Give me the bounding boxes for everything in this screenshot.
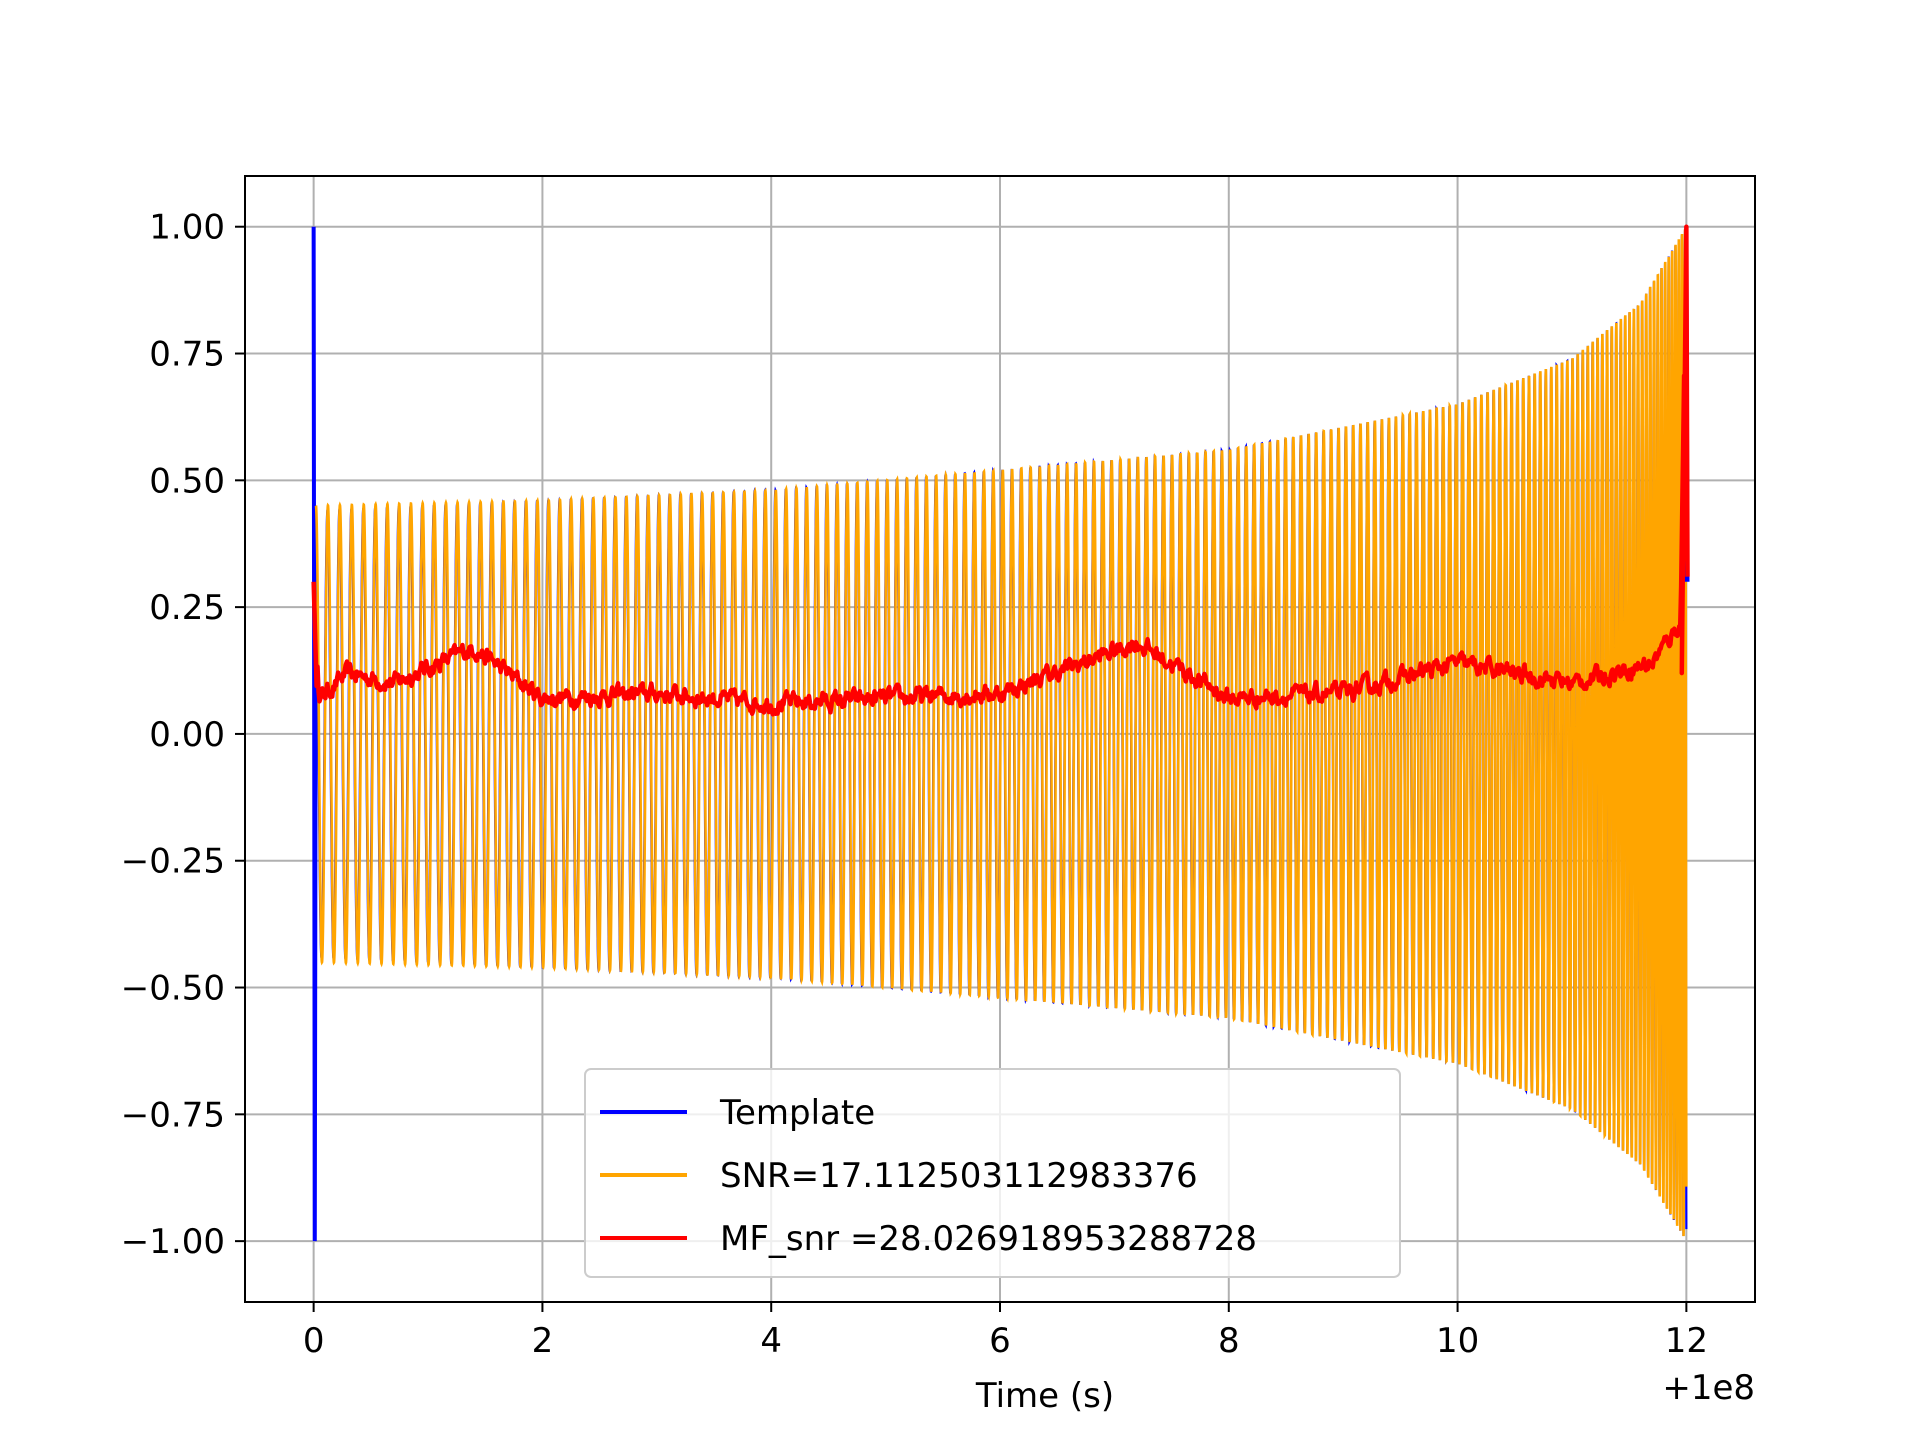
y-tick-label: −0.75 xyxy=(121,1095,225,1135)
legend-label: MF_snr =28.026918953288728 xyxy=(720,1219,1257,1259)
series-line-mf-snr xyxy=(311,224,1690,717)
x-tick-label: 10 xyxy=(1436,1321,1479,1361)
y-tick-label: 1.00 xyxy=(149,208,225,248)
y-tick-label: 0.25 xyxy=(149,588,225,628)
series-line-snr xyxy=(314,228,1688,1237)
x-tick-label: 4 xyxy=(760,1321,782,1361)
y-tick-label: 0.50 xyxy=(149,461,225,501)
y-tick-label: −0.25 xyxy=(121,842,225,882)
y-axis: 1.00 0.75 0.50 0.25 0.00 −0.25 −0.50 −0.75 −1.00 xyxy=(121,208,245,1262)
x-tick-label: 0 xyxy=(303,1321,325,1361)
x-axis-label: Time (s) xyxy=(975,1376,1114,1416)
y-tick-label: 0.00 xyxy=(149,715,225,755)
legend: Template SNR=17.112503112983376 MF_snr =28… xyxy=(584,1068,1401,1278)
series-line-template-spike xyxy=(311,226,318,1242)
y-tick-label: −1.00 xyxy=(121,1222,225,1262)
y-tick-label: 0.75 xyxy=(149,335,225,375)
x-tick-label: 8 xyxy=(1218,1321,1240,1361)
legend-label: SNR=17.112503112983376 xyxy=(720,1156,1198,1196)
x-tick-label: 2 xyxy=(532,1321,554,1361)
x-tick-label: 6 xyxy=(989,1321,1011,1361)
legend-box xyxy=(584,1068,1401,1278)
plot-area xyxy=(311,224,1690,1242)
legend-label: Template xyxy=(719,1093,875,1133)
x-axis-offset-label: +1e8 xyxy=(1662,1368,1755,1408)
y-tick-label: −0.50 xyxy=(121,969,225,1009)
x-tick-label: 12 xyxy=(1665,1321,1708,1361)
x-axis: 0 2 4 6 8 10 12 xyxy=(303,1302,1708,1361)
